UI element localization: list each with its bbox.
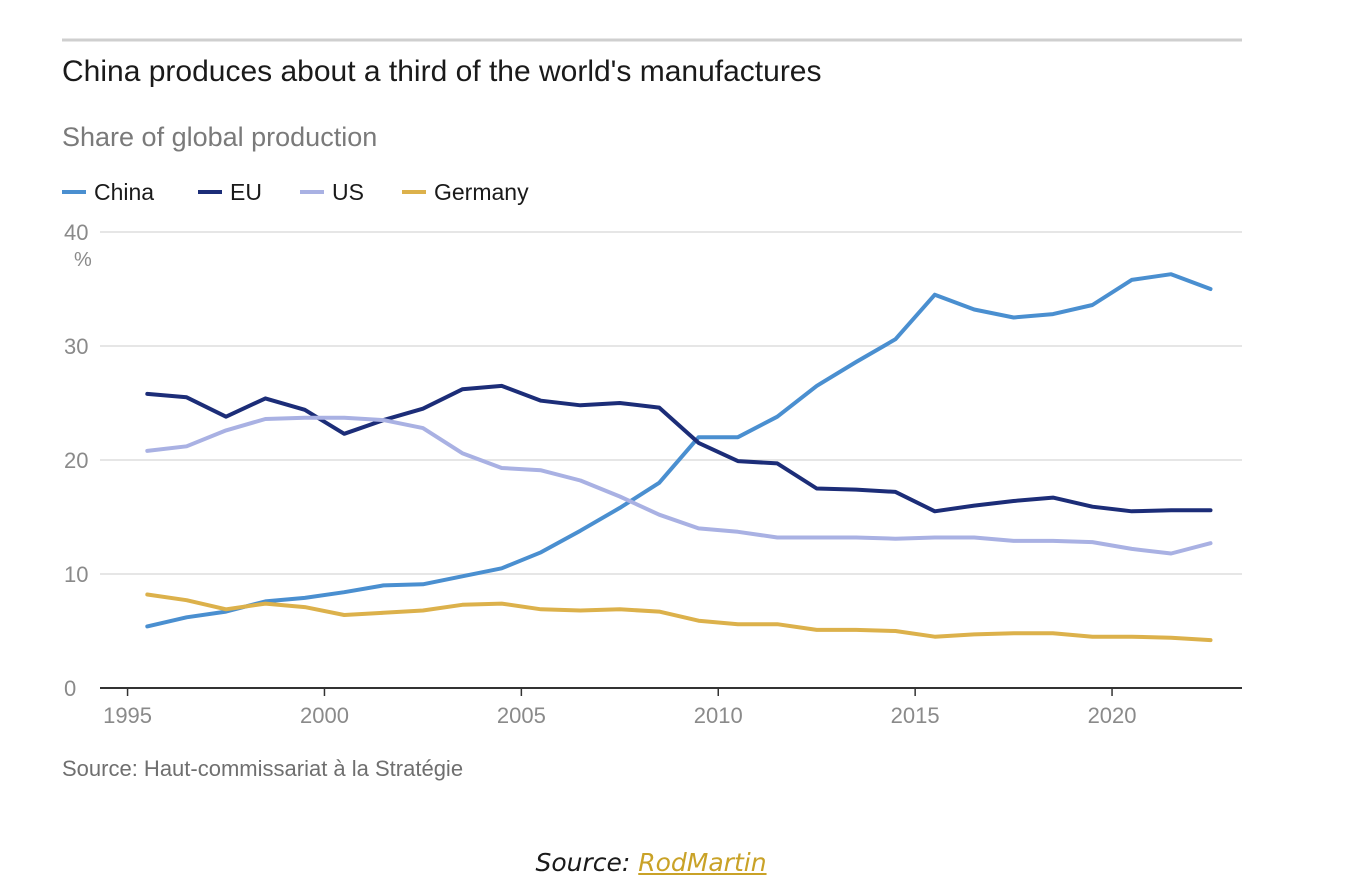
legend: China EU US Germany (62, 179, 529, 205)
legend-item-germany: Germany (402, 179, 529, 205)
legend-item-china: China (62, 179, 154, 205)
x-tick-label: 1995 (103, 703, 152, 728)
y-tick-label: 20 (64, 448, 88, 473)
legend-label: Germany (434, 179, 529, 205)
series-line-us (145, 415, 1213, 556)
x-tick-label: 2010 (694, 703, 743, 728)
series-line-china (145, 272, 1213, 629)
legend-item-eu: EU (198, 179, 262, 205)
chart-source: Source: Haut-commissariat à la Stratégie (62, 756, 463, 781)
y-tick-label: 30 (64, 334, 88, 359)
x-tick-label: 2015 (891, 703, 940, 728)
y-tick-label: 10 (64, 562, 88, 587)
x-axis-ticks: 1995 2000 2005 2010 2015 2020 (103, 688, 1137, 728)
y-axis-unit: % (74, 249, 92, 271)
legend-label: EU (230, 179, 262, 205)
legend-label: US (332, 179, 364, 205)
chart-title: China produces about a third of the worl… (62, 55, 822, 88)
chart-figure: China produces about a third of the worl… (62, 38, 1242, 781)
caption-prefix: Source: (535, 848, 639, 877)
series-lines (145, 272, 1213, 643)
series-line-eu (145, 383, 1213, 514)
gridlines (100, 231, 1242, 575)
legend-label: China (94, 179, 154, 205)
legend-item-us: US (300, 179, 364, 205)
y-axis-ticks: 0 10 20 30 40 (64, 220, 88, 701)
x-tick-label: 2005 (497, 703, 546, 728)
source-link[interactable]: RodMartin (638, 848, 767, 877)
x-tick-label: 2000 (300, 703, 349, 728)
y-tick-label: 0 (64, 676, 76, 701)
chart-subtitle: Share of global production (62, 122, 377, 152)
y-tick-label: 40 (64, 220, 88, 245)
series-line-germany (145, 592, 1213, 643)
image-caption: Source: RodMartin (0, 848, 1302, 877)
x-tick-label: 2020 (1088, 703, 1137, 728)
